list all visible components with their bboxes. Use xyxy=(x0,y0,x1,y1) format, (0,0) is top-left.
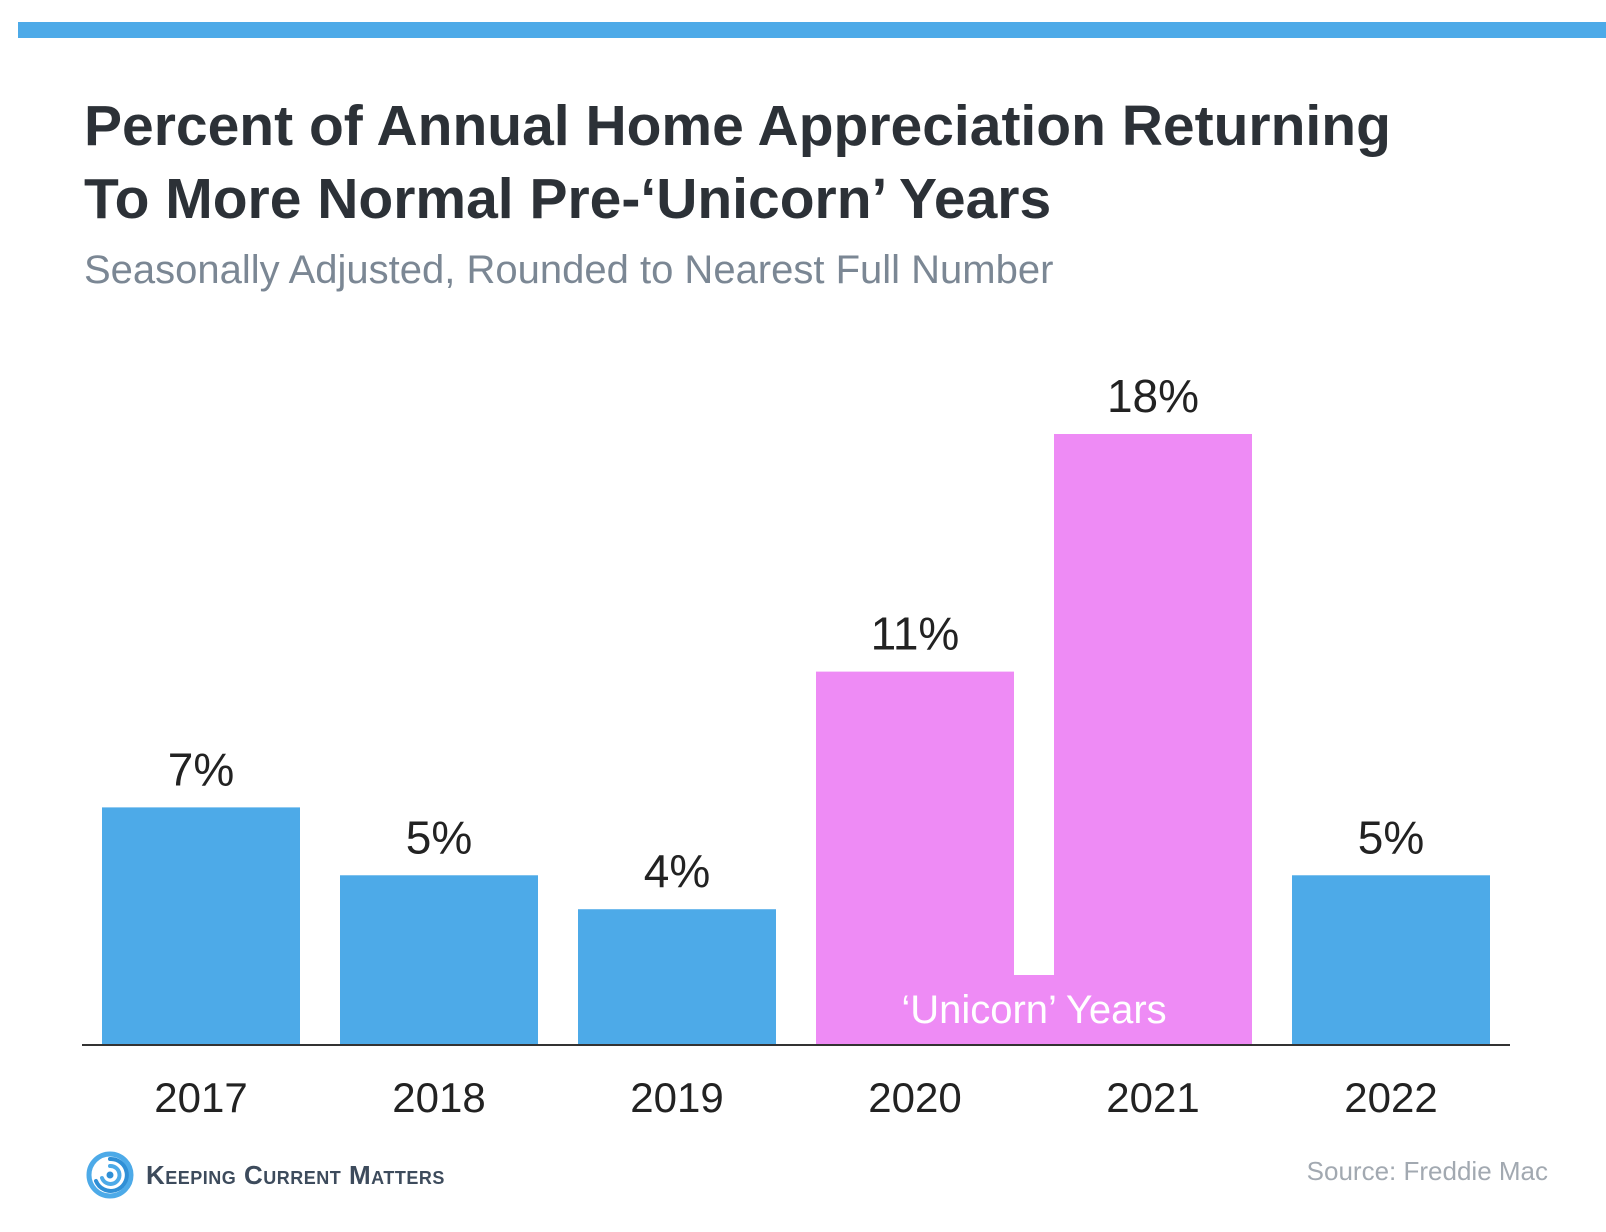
unicorn-years-label: ‘Unicorn’ Years xyxy=(901,988,1166,1032)
category-label-2017: 2017 xyxy=(154,1074,247,1121)
unicorn-bridge xyxy=(1014,975,1054,1045)
chart-title: Percent of Annual Home Appreciation Retu… xyxy=(84,90,1391,236)
bar-2018 xyxy=(340,875,538,1045)
swirl-logo-icon xyxy=(86,1151,134,1199)
category-label-2021: 2021 xyxy=(1106,1074,1199,1121)
category-label-2018: 2018 xyxy=(392,1074,485,1121)
category-label-2020: 2020 xyxy=(868,1074,961,1121)
chart-subtitle: Seasonally Adjusted, Rounded to Nearest … xyxy=(84,248,1054,292)
source-note: Source: Freddie Mac xyxy=(1306,1156,1548,1186)
chart-title-line-2: To More Normal Pre-‘Unicorn’ Years xyxy=(84,167,1052,231)
category-label-2019: 2019 xyxy=(630,1074,723,1121)
category-label-2022: 2022 xyxy=(1344,1074,1437,1121)
chart-title-line-1: Percent of Annual Home Appreciation Retu… xyxy=(84,94,1391,158)
bar-2020 xyxy=(816,671,1014,1045)
value-label-2021: 18% xyxy=(1107,370,1199,422)
bar-2019 xyxy=(578,909,776,1045)
bar-2017 xyxy=(102,807,300,1045)
bar-2021 xyxy=(1054,434,1252,1045)
brand-logo: Keeping Current Matters xyxy=(86,1151,445,1199)
value-label-2022: 5% xyxy=(1358,811,1424,863)
brand-name: Keeping Current Matters xyxy=(146,1159,445,1190)
value-label-2019: 4% xyxy=(644,845,710,897)
accent-bar xyxy=(18,22,1606,38)
value-label-2018: 5% xyxy=(406,811,472,863)
bar-2022 xyxy=(1292,875,1490,1045)
value-label-2017: 7% xyxy=(168,743,234,795)
value-label-2020: 11% xyxy=(871,608,960,660)
